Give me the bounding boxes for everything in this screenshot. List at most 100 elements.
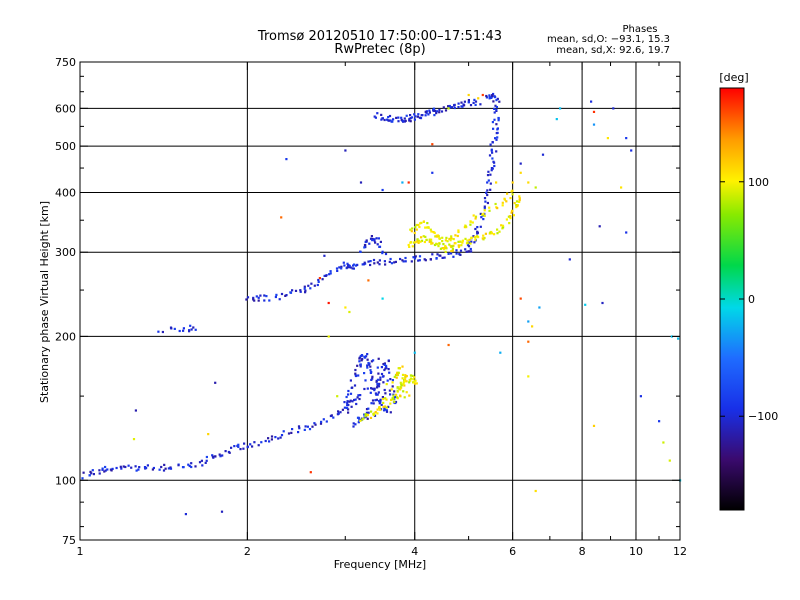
y-tick-label: 400 [55,186,76,199]
o-mode-trace-point [364,379,367,382]
o-mode-trace-point [371,375,374,378]
o-mode-trace-point [358,397,361,401]
x-mode-trace-point [515,206,518,209]
other-cyan-scatter-point [592,123,596,126]
o-mode-trace-point [303,428,306,431]
x-mode-trace-point [441,247,444,250]
x-mode-trace-point [417,239,420,242]
o-mode-trace-point [198,461,202,464]
x-mode-trace-point [391,381,394,384]
o-mode-trace-point [485,191,488,194]
o-mode-trace-point [409,114,412,117]
o-mode-trace-point [253,299,256,302]
x-mode-trace-point [450,235,453,238]
other-cyan-scatter-point [584,303,587,306]
x-mode-trace-point [409,379,412,382]
o-mode-trace-point [363,413,366,416]
x-mode-scatter-point [495,181,498,184]
o-mode-trace-point [370,387,373,390]
o-mode-trace-point [389,257,392,261]
o-mode-trace-point [357,421,360,424]
o-mode-trace-point [374,399,377,402]
o-mode-trace-point [270,438,273,441]
other-cyan-scatter-point [559,107,562,110]
o-mode-trace-point [299,289,302,292]
o-mode-trace-point [485,96,488,99]
o-mode-trace-point [264,439,267,443]
x-mode-trace-point [426,222,429,225]
o-mode-trace-point [489,173,492,176]
x-mode-trace-point [513,202,516,205]
x-mode-trace-point [414,241,417,244]
o-mode-trace-point [354,368,357,372]
x-mode-trace-point [408,394,411,397]
o-mode-trace-point [101,467,104,470]
x-mode-trace-point [424,226,427,229]
o-mode-trace-point [303,287,306,290]
o-mode-trace-point [115,466,118,470]
o-mode-trace-point [163,463,166,466]
o-mode-trace-point [200,459,203,462]
x-mode-trace-point [511,189,514,192]
x-mode-scatter-point [132,438,136,441]
o-mode-trace-point [378,382,381,385]
x-mode-trace-point [483,236,486,240]
other-cyan-scatter-point [413,351,416,354]
o-mode-trace-point [384,252,388,256]
o-mode-trace-point [463,100,466,103]
o-mode-trace-point [353,263,356,266]
o-mode-trace-point [120,467,123,470]
o-mode-trace-point [275,293,278,296]
y-tick-label: 75 [62,534,76,547]
x-mode-trace-point [468,238,471,241]
o-mode-trace-point [492,127,495,130]
o-mode-trace-point [384,367,387,370]
o-mode-trace-point [279,436,282,439]
o-mode-trace-point [119,465,122,468]
x-mode-trace-point [501,201,504,204]
x-mode-trace-point [507,215,510,218]
o-mode-trace-point [160,465,163,469]
o-mode-trace-point [494,137,497,140]
o-mode-trace-point [374,116,377,119]
o-mode-trace-point [436,253,439,256]
o-mode-scatter-point [590,100,593,103]
grid-lines [80,62,680,540]
x-mode-trace-point [415,223,418,227]
o-mode-trace-point [403,117,406,120]
o-mode-trace-point [447,252,450,255]
x-mode-trace-point [411,227,414,230]
o-mode-trace-point [369,263,372,267]
o-mode-trace-point [314,423,317,426]
other-cyan-scatter-point [538,306,541,309]
plot-frame [79,61,681,541]
x-mode-trace-point [427,226,430,229]
o-mode-trace-point [255,295,258,298]
o-mode-trace-point [369,237,373,240]
o-mode-scatter-point [490,149,493,152]
o-mode-trace-point [169,467,173,470]
x-mode-trace-point [362,417,365,420]
x-mode-trace-point [474,238,477,241]
o-mode-scatter-point [134,409,137,412]
o-mode-scatter-point [214,381,217,384]
o-mode-trace-point [386,379,389,382]
o-mode-trace-point [347,264,350,267]
o-mode-trace-point [459,249,463,252]
o-mode-trace-point [98,472,101,475]
o-mode-trace-point [173,327,176,330]
x-mode-trace-point [509,217,512,220]
o-mode-trace-point [376,393,379,396]
o-mode-trace-point [348,264,351,267]
x-mode-trace-point [392,398,395,401]
o-mode-trace-point [493,118,496,121]
y-axis-label: Stationary phase Virtual Height [km] [38,201,51,403]
x-mode-trace-point [401,373,405,376]
x-mode-trace-point [496,207,499,210]
o-mode-trace-point [366,358,369,361]
o-mode-scatter-point [601,301,604,305]
o-mode-trace-point [230,446,233,449]
o-mode-trace-point [260,441,263,444]
x-mode-trace-point [370,410,373,413]
x-mode-trace-point [382,405,385,408]
